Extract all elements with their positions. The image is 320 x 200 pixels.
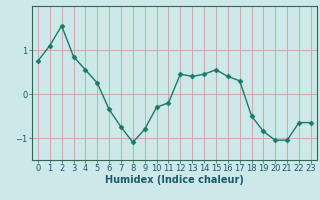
X-axis label: Humidex (Indice chaleur): Humidex (Indice chaleur) [105, 175, 244, 185]
